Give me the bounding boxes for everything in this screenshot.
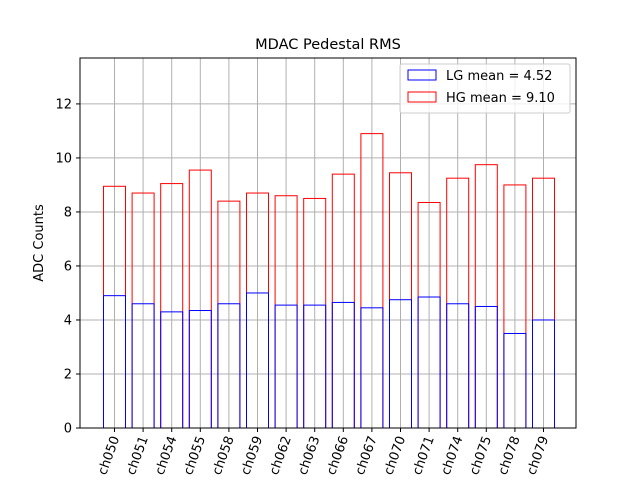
- legend-label-lg: LG mean = 4.52: [446, 69, 552, 84]
- y-tick-label: 0: [64, 422, 72, 437]
- x-tick-label: ch070: [381, 434, 409, 477]
- x-tick-label: ch079: [524, 434, 552, 477]
- plot-frame: [79, 57, 577, 429]
- y-tick-label: 12: [55, 97, 72, 112]
- x-tick-label: ch059: [238, 434, 266, 477]
- x-tick-label: ch074: [439, 434, 467, 477]
- x-tick-label: ch055: [181, 434, 209, 477]
- y-axis-label: ADC Counts: [32, 204, 47, 282]
- x-tick-label: ch066: [324, 434, 352, 477]
- legend-swatch-lg: [407, 69, 437, 81]
- x-tick-label: ch050: [95, 434, 123, 477]
- x-tick-label: ch071: [410, 434, 438, 477]
- legend-frame: [399, 63, 571, 114]
- y-tick-label: 8: [64, 205, 72, 220]
- x-tick-label: ch078: [496, 434, 524, 477]
- x-tick-label: ch054: [153, 434, 181, 477]
- x-tick-label: ch058: [210, 434, 238, 477]
- legend: LG mean = 4.52 HG mean = 9.10: [399, 63, 571, 114]
- y-tick-label: 2: [64, 367, 72, 382]
- legend-label-hg: HG mean = 9.10: [446, 91, 555, 106]
- chart-title: MDAC Pedestal RMS: [255, 37, 401, 53]
- y-tick-label: 6: [64, 259, 72, 274]
- x-tick-label: ch075: [467, 434, 495, 477]
- x-tick-label: ch067: [353, 434, 381, 477]
- x-tick-label: ch063: [296, 434, 324, 477]
- bars: [103, 133, 555, 429]
- x-tick-label: ch062: [267, 434, 295, 477]
- x-tick-label: ch051: [124, 434, 152, 477]
- y-tick-label: 4: [64, 313, 72, 328]
- y-tick-label: 10: [55, 151, 72, 166]
- legend-swatch-hg: [407, 91, 437, 103]
